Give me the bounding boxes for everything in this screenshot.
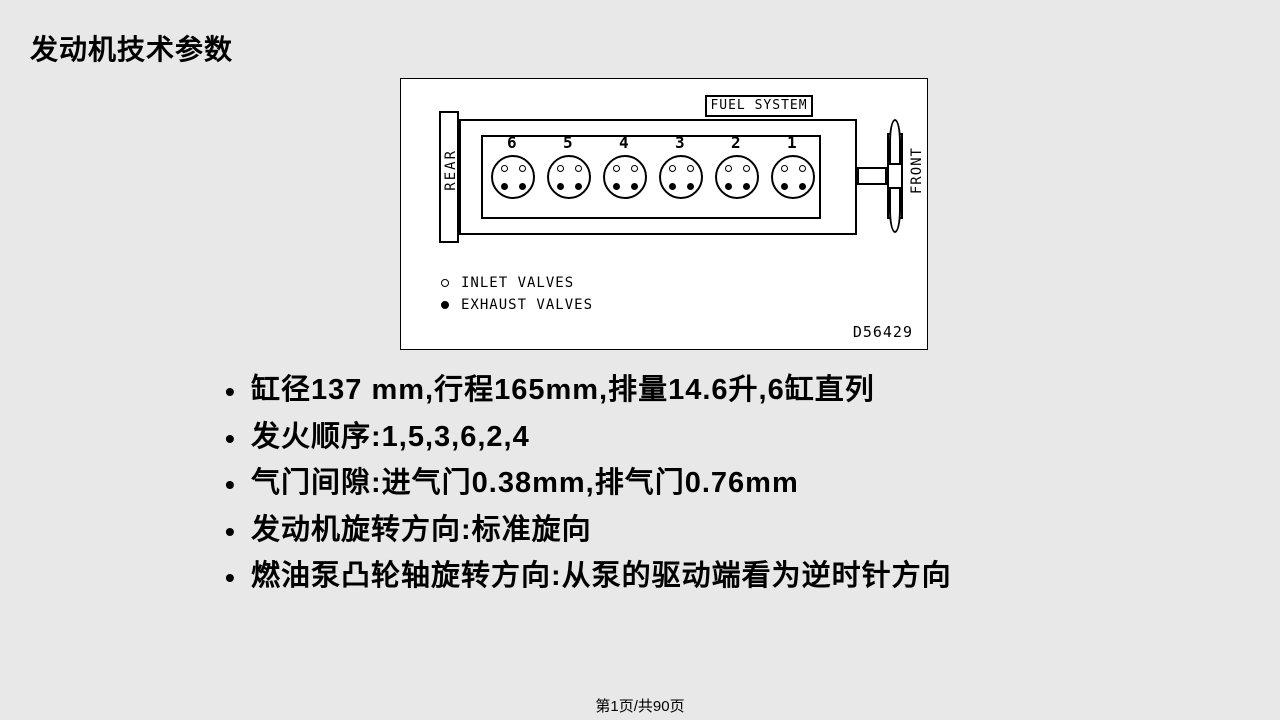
cylinder-number: 6 xyxy=(507,133,517,152)
cylinder-icon xyxy=(659,155,703,199)
exhaust-valve-icon xyxy=(519,183,526,190)
inlet-valve-icon xyxy=(781,165,788,172)
inlet-valve-icon xyxy=(631,165,638,172)
inlet-valve-icon xyxy=(687,165,694,172)
inlet-valve-icon xyxy=(669,165,676,172)
list-item: 燃油泵凸轮轴旋转方向:从泵的驱动端看为逆时针方向 xyxy=(225,556,1095,597)
exhaust-valve-icon xyxy=(743,183,750,190)
list-item: 发火顺序:1,5,3,6,2,4 xyxy=(225,417,1095,458)
exhaust-valve-icon xyxy=(669,183,676,190)
inlet-valve-icon xyxy=(501,165,508,172)
legend-exhaust: EXHAUST VALVES xyxy=(441,297,593,313)
inlet-valve-icon xyxy=(519,165,526,172)
inlet-valve-icon xyxy=(725,165,732,172)
cylinder-icon xyxy=(715,155,759,199)
cylinder-number: 2 xyxy=(731,133,741,152)
exhaust-valve-icon xyxy=(781,183,788,190)
front-blade-top xyxy=(889,119,901,165)
exhaust-valve-icon xyxy=(631,183,638,190)
exhaust-valve-icon xyxy=(687,183,694,190)
front-blade-bot xyxy=(889,187,901,233)
legend-exhaust-text: EXHAUST VALVES xyxy=(461,297,593,313)
inlet-marker-icon xyxy=(441,279,449,287)
exhaust-valve-icon xyxy=(557,183,564,190)
inlet-valve-icon xyxy=(575,165,582,172)
spec-list: 缸径137 mm,行程165mm,排量14.6升,6缸直列 发火顺序:1,5,3… xyxy=(225,370,1095,603)
exhaust-valve-icon xyxy=(725,183,732,190)
legend-inlet-text: INLET VALVES xyxy=(461,275,574,291)
cylinder-number: 1 xyxy=(787,133,797,152)
exhaust-valve-icon xyxy=(613,183,620,190)
exhaust-valve-icon xyxy=(575,183,582,190)
front-shaft xyxy=(857,167,887,185)
exhaust-valve-icon xyxy=(799,183,806,190)
inlet-valve-icon xyxy=(743,165,750,172)
inlet-valve-icon xyxy=(613,165,620,172)
front-label: FRONT xyxy=(909,147,925,194)
legend-inlet: INLET VALVES xyxy=(441,275,574,291)
cylinder-icon xyxy=(491,155,535,199)
exhaust-valve-icon xyxy=(501,183,508,190)
rear-label: REAR xyxy=(443,149,459,191)
cylinder-icon xyxy=(771,155,815,199)
page-indicator: 第1页/共90页 xyxy=(595,695,684,716)
inlet-valve-icon xyxy=(557,165,564,172)
engine-diagram: REAR FUEL SYSTEM 6 5 4 3 2 1 FRONT INLET VALV… xyxy=(400,78,928,350)
cylinder-number: 4 xyxy=(619,133,629,152)
diagram-code: D56429 xyxy=(853,323,913,341)
cylinder-icon xyxy=(547,155,591,199)
fuel-system-label: FUEL SYSTEM xyxy=(705,95,813,117)
page-title: 发动机技术参数 xyxy=(30,28,233,68)
inlet-valve-icon xyxy=(799,165,806,172)
list-item: 发动机旋转方向:标准旋向 xyxy=(225,510,1095,551)
list-item: 气门间隙:进气门0.38mm,排气门0.76mm xyxy=(225,463,1095,504)
cylinder-number: 5 xyxy=(563,133,573,152)
list-item: 缸径137 mm,行程165mm,排量14.6升,6缸直列 xyxy=(225,370,1095,411)
exhaust-marker-icon xyxy=(441,301,449,309)
cylinder-icon xyxy=(603,155,647,199)
cylinder-number: 3 xyxy=(675,133,685,152)
